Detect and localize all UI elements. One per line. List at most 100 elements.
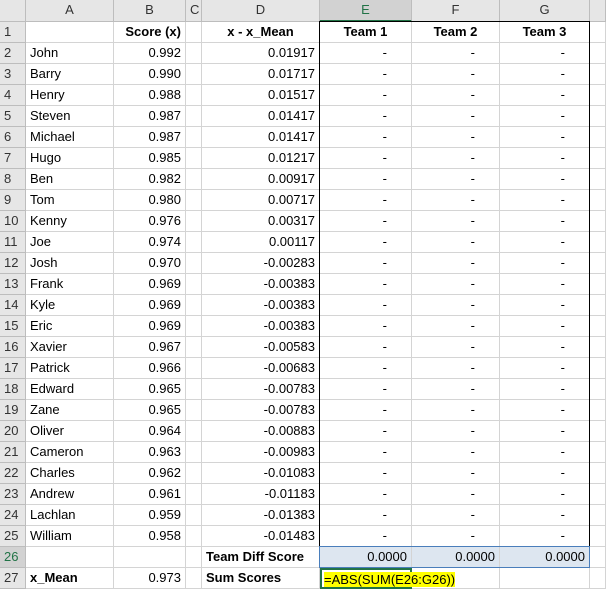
cell[interactable]: 0.01717	[202, 64, 320, 85]
cell[interactable]: -	[412, 106, 500, 127]
cell[interactable]	[186, 337, 202, 358]
cell[interactable]	[186, 169, 202, 190]
cell[interactable]: -	[320, 169, 412, 190]
cell[interactable]: Charles	[26, 463, 114, 484]
cell[interactable]: 0.00717	[202, 190, 320, 211]
cell[interactable]: 0.985	[114, 148, 186, 169]
cell[interactable]: John	[26, 43, 114, 64]
cell[interactable]	[590, 85, 606, 106]
cell[interactable]	[186, 22, 202, 43]
cell[interactable]: 0.992	[114, 43, 186, 64]
cell[interactable]: Patrick	[26, 358, 114, 379]
cell[interactable]	[590, 316, 606, 337]
cell[interactable]	[26, 22, 114, 43]
cell[interactable]	[590, 484, 606, 505]
cell[interactable]: -0.00783	[202, 400, 320, 421]
cell[interactable]: -0.01083	[202, 463, 320, 484]
cell[interactable]: Kenny	[26, 211, 114, 232]
cell[interactable]: -0.00383	[202, 274, 320, 295]
cell[interactable]	[590, 568, 606, 589]
row-header[interactable]: 11	[0, 232, 26, 253]
cell[interactable]: -	[500, 211, 590, 232]
row-header[interactable]: 23	[0, 484, 26, 505]
cell[interactable]	[186, 211, 202, 232]
cell[interactable]	[186, 421, 202, 442]
cell[interactable]: 0.965	[114, 400, 186, 421]
cell[interactable]: Michael	[26, 127, 114, 148]
cell[interactable]: -	[500, 43, 590, 64]
row-header[interactable]: 8	[0, 169, 26, 190]
cell[interactable]: 0.988	[114, 85, 186, 106]
cell[interactable]: -0.00283	[202, 253, 320, 274]
cell[interactable]: -	[500, 463, 590, 484]
cell[interactable]: -	[500, 127, 590, 148]
row-header[interactable]: 3	[0, 64, 26, 85]
cell[interactable]	[186, 463, 202, 484]
cell[interactable]: 0.987	[114, 106, 186, 127]
cell[interactable]: Team 3	[500, 22, 590, 43]
row-header[interactable]: 21	[0, 442, 26, 463]
row-header[interactable]: 25	[0, 526, 26, 547]
cell[interactable]: -	[500, 253, 590, 274]
cell[interactable]: -	[412, 400, 500, 421]
row-header[interactable]: 2	[0, 43, 26, 64]
cell[interactable]: 0.01417	[202, 127, 320, 148]
cell[interactable]: -	[320, 463, 412, 484]
cell[interactable]: -	[320, 295, 412, 316]
cell[interactable]	[186, 148, 202, 169]
row-header[interactable]: 20	[0, 421, 26, 442]
cell[interactable]	[590, 127, 606, 148]
cell[interactable]	[590, 526, 606, 547]
cell[interactable]: 0.973	[114, 568, 186, 589]
cell[interactable]: -	[320, 232, 412, 253]
cell[interactable]: -	[500, 85, 590, 106]
cell[interactable]: -	[412, 43, 500, 64]
cell[interactable]	[590, 379, 606, 400]
cell[interactable]: 0.0000	[412, 547, 500, 568]
cell[interactable]: x_Mean	[26, 568, 114, 589]
cell[interactable]: -	[500, 379, 590, 400]
cell[interactable]: -	[320, 526, 412, 547]
cell[interactable]: Henry	[26, 85, 114, 106]
cell[interactable]: -0.00683	[202, 358, 320, 379]
cell[interactable]	[186, 43, 202, 64]
column-header[interactable]: B	[114, 0, 186, 22]
column-header[interactable]: C	[186, 0, 202, 22]
cell[interactable]: -	[320, 505, 412, 526]
cell[interactable]: 0.982	[114, 169, 186, 190]
cell[interactable]: Tom	[26, 190, 114, 211]
row-header[interactable]: 13	[0, 274, 26, 295]
cell[interactable]: -	[500, 295, 590, 316]
cell[interactable]: =ABS(SUM(E26:G26))	[320, 568, 456, 589]
cell[interactable]: Ben	[26, 169, 114, 190]
cell[interactable]: 0.969	[114, 274, 186, 295]
cell[interactable]: -	[412, 316, 500, 337]
row-header[interactable]: 12	[0, 253, 26, 274]
cell[interactable]: -	[412, 295, 500, 316]
cell[interactable]: -0.01383	[202, 505, 320, 526]
cell[interactable]: 0.969	[114, 295, 186, 316]
cell[interactable]: -0.01183	[202, 484, 320, 505]
cell[interactable]	[186, 379, 202, 400]
cell[interactable]: -	[412, 148, 500, 169]
cell[interactable]	[590, 547, 606, 568]
cell[interactable]: Team 2	[412, 22, 500, 43]
cell[interactable]: 0.00117	[202, 232, 320, 253]
cell[interactable]: 0.01417	[202, 106, 320, 127]
cell[interactable]: Team Diff Score	[202, 547, 320, 568]
cell[interactable]: -0.00383	[202, 295, 320, 316]
cell[interactable]: -	[320, 421, 412, 442]
cell[interactable]: -	[500, 190, 590, 211]
row-header[interactable]: 9	[0, 190, 26, 211]
cell[interactable]: Zane	[26, 400, 114, 421]
cell[interactable]: -	[320, 274, 412, 295]
cell[interactable]	[186, 127, 202, 148]
cell[interactable]	[590, 358, 606, 379]
cell[interactable]: Kyle	[26, 295, 114, 316]
row-header[interactable]: 27	[0, 568, 26, 589]
cell[interactable]	[590, 211, 606, 232]
cell[interactable]: -	[412, 421, 500, 442]
cell[interactable]	[590, 274, 606, 295]
column-header[interactable]: D	[202, 0, 320, 22]
column-header[interactable]: G	[500, 0, 590, 22]
